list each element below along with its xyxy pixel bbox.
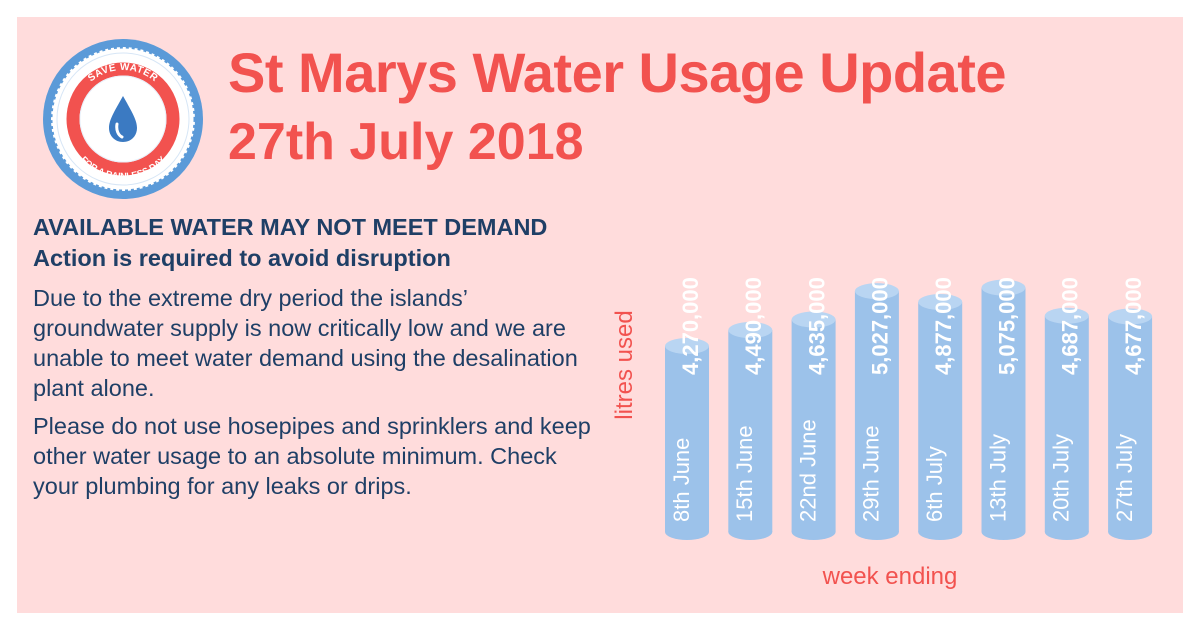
bar-cap [791, 311, 836, 328]
bar-body [1108, 316, 1153, 532]
bar-cap [981, 279, 1026, 296]
bar-base [728, 524, 773, 540]
category-label: 20th July [1049, 434, 1074, 522]
bar-base [665, 524, 709, 540]
bar-1 [665, 338, 709, 540]
category-label: 13th July [985, 434, 1010, 522]
notice-paragraph-1: Due to the extreme dry period the island… [33, 284, 578, 401]
value-label: 5,027,000 [868, 277, 893, 375]
value-label: 4,490,000 [741, 277, 766, 375]
value-label: 4,677,000 [1121, 277, 1146, 375]
value-label: 4,877,000 [931, 277, 956, 375]
bar-6 [981, 279, 1026, 540]
category-label: 6th July [922, 446, 947, 522]
bar-body [791, 319, 836, 532]
category-label: 27th July [1112, 434, 1137, 522]
bar-cap [728, 322, 773, 339]
bar-4 [854, 283, 899, 540]
bar-body [665, 346, 709, 532]
category-label: 29th June [859, 425, 884, 522]
category-label: 22nd June [795, 419, 820, 522]
bar-cap [665, 338, 709, 354]
bar-base [791, 524, 836, 540]
notice-text: AVAILABLE WATER MAY NOT MEET DEMAND Acti… [33, 212, 598, 509]
page-date: 27th July 2018 [228, 113, 584, 171]
bar-body [981, 287, 1026, 532]
bar-base [1108, 524, 1153, 540]
notice-paragraph-2: Please do not use hosepipes and sprinkle… [33, 412, 591, 499]
value-label: 4,635,000 [804, 277, 829, 375]
bar-body [854, 291, 899, 532]
bar-cap [1108, 308, 1153, 325]
bar-5 [918, 293, 963, 540]
bar-cap [1044, 307, 1089, 324]
bar-body [1044, 315, 1089, 532]
bar-8 [1108, 308, 1153, 540]
bar-base [1044, 524, 1089, 540]
bar-body [728, 330, 773, 532]
bar-base [918, 524, 963, 540]
chart-bars: 8th June 4,270,000 15th June 4,490,000 22nd … [665, 277, 1153, 540]
save-water-logo: SAVE WATER FOR A RAINLESS DAY [43, 39, 203, 199]
y-axis-label: litres used [611, 310, 638, 419]
x-axis-label: week ending [822, 563, 958, 590]
bar-base [854, 524, 899, 540]
category-label: 8th June [669, 438, 694, 522]
bar-2 [728, 322, 773, 540]
page-title: St Marys Water Usage Update [228, 41, 1007, 104]
value-label: 4,270,000 [678, 277, 703, 375]
bar-base [981, 524, 1026, 540]
water-usage-chart: litres used 8th June 4,270,000 15th June 4,… [611, 277, 1153, 590]
value-label: 4,687,000 [1058, 277, 1083, 375]
bar-cap [854, 283, 899, 300]
bar-body [918, 301, 963, 532]
value-label: 5,075,000 [994, 277, 1019, 375]
bar-cap [918, 293, 963, 310]
bar-7 [1044, 307, 1089, 540]
notice-heading: AVAILABLE WATER MAY NOT MEET DEMAND Acti… [33, 214, 548, 272]
category-label: 15th June [732, 425, 757, 522]
bar-3 [791, 311, 836, 540]
